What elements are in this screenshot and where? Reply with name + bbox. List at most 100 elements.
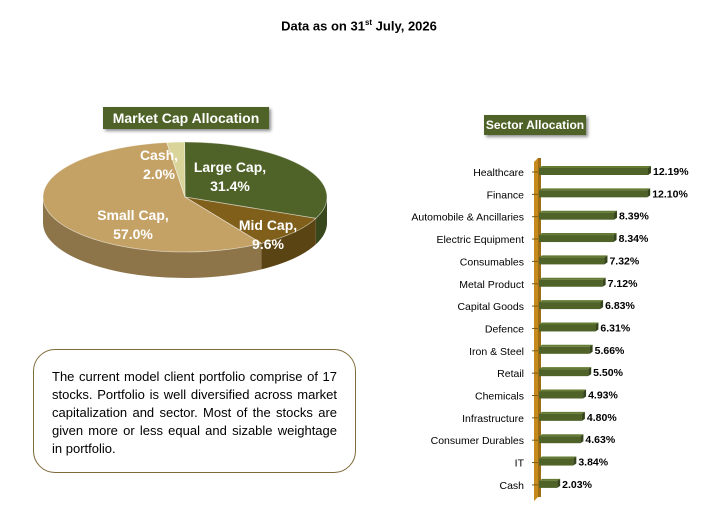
bar-top-8 bbox=[539, 344, 593, 347]
bar-end-9 bbox=[588, 367, 592, 377]
bar-14 bbox=[539, 480, 558, 488]
date-suffix-sup: st bbox=[364, 18, 373, 27]
pie-label-value-1: 9.6% bbox=[252, 236, 284, 252]
bar-end-13 bbox=[573, 456, 577, 466]
pie-label-name-2: Small Cap, bbox=[97, 207, 169, 223]
pie-label-value-3: 2.0% bbox=[143, 166, 175, 182]
bar-top-12 bbox=[539, 434, 584, 437]
bar-end-1 bbox=[647, 188, 651, 198]
bar-7 bbox=[539, 324, 596, 332]
bar-2 bbox=[539, 212, 615, 220]
bar-value-label-13: 3.84% bbox=[578, 457, 608, 469]
bar-category-label-12: Consumer Durables bbox=[431, 435, 524, 447]
pie-slice-3 bbox=[166, 141, 186, 198]
bar-value-label-4: 7.32% bbox=[609, 255, 639, 267]
bar-end-4 bbox=[604, 255, 608, 265]
bar-value-label-6: 6.83% bbox=[605, 300, 635, 312]
pie-label-name-3: Cash, bbox=[140, 147, 178, 163]
bar-end-12 bbox=[580, 434, 584, 444]
bar-top-5 bbox=[539, 277, 606, 280]
bar-end-3 bbox=[613, 233, 617, 243]
bar-value-label-10: 4.93% bbox=[588, 390, 618, 402]
bar-category-label-11: Infrastructure bbox=[462, 413, 524, 425]
bar-top-14 bbox=[539, 478, 561, 481]
bar-10 bbox=[539, 391, 584, 399]
bar-category-label-3: Electric Equipment bbox=[436, 234, 524, 246]
bar-category-label-9: Retail bbox=[497, 368, 524, 380]
bar-top-11 bbox=[539, 411, 585, 414]
bar-end-8 bbox=[589, 344, 593, 354]
bar-end-2 bbox=[614, 210, 618, 220]
bar-value-label-0: 12.19% bbox=[653, 166, 689, 178]
bar-category-label-14: Cash bbox=[499, 480, 524, 492]
market-cap-title: Market Cap Allocation bbox=[103, 107, 269, 129]
pie-side-0 bbox=[315, 197, 327, 245]
bar-value-label-5: 7.12% bbox=[608, 278, 638, 290]
bar-value-label-11: 4.80% bbox=[587, 412, 617, 424]
bar-top-4 bbox=[539, 255, 608, 258]
bar-category-label-0: Healthcare bbox=[473, 167, 524, 179]
bar-top-3 bbox=[539, 233, 617, 236]
bar-end-6 bbox=[600, 300, 604, 310]
bar-5 bbox=[539, 279, 603, 287]
pie-slice-2 bbox=[42, 142, 263, 253]
bar-end-7 bbox=[595, 322, 599, 332]
bar-category-label-8: Iron & Steel bbox=[469, 346, 524, 358]
bar-category-label-2: Automobile & Ancillaries bbox=[411, 212, 524, 224]
bar-axis-wall bbox=[534, 158, 538, 501]
pie-slices bbox=[42, 141, 328, 279]
pie-label-value-0: 31.4% bbox=[210, 178, 250, 194]
bar-4 bbox=[539, 257, 605, 265]
bar-end-5 bbox=[602, 277, 606, 287]
bar-category-label-6: Capital Goods bbox=[457, 301, 524, 313]
bar-11 bbox=[539, 413, 582, 421]
bar-top-0 bbox=[539, 166, 651, 168]
bar-value-label-8: 5.66% bbox=[595, 345, 625, 357]
bar-category-label-7: Defence bbox=[485, 323, 524, 335]
pie-label-name-1: Mid Cap, bbox=[239, 217, 297, 233]
pie-label-value-2: 57.0% bbox=[113, 226, 153, 242]
pie-label-name-0: Large Cap, bbox=[194, 159, 266, 175]
pie-side-2 bbox=[43, 197, 262, 279]
portfolio-note-box: The current model client portfolio compr… bbox=[33, 349, 356, 473]
bar-0 bbox=[539, 168, 648, 175]
bar-6 bbox=[539, 302, 601, 310]
bar-category-label-4: Consumables bbox=[460, 256, 524, 268]
bar-12 bbox=[539, 436, 581, 444]
bar-top-13 bbox=[539, 456, 577, 459]
data-date-heading: Data as on 31st July, 2026 bbox=[0, 18, 718, 33]
bar-category-label-1: Finance bbox=[487, 189, 525, 201]
bar-1 bbox=[539, 190, 648, 198]
bar-value-label-12: 4.63% bbox=[585, 434, 615, 446]
date-month-year: July, 2026 bbox=[372, 18, 437, 34]
bar-top-6 bbox=[539, 300, 604, 303]
bar-value-label-1: 12.10% bbox=[652, 188, 688, 200]
pie-slice-0 bbox=[184, 141, 328, 219]
bar-top-2 bbox=[539, 210, 618, 213]
bar-end-11 bbox=[581, 411, 585, 421]
bar-top-7 bbox=[539, 322, 599, 325]
date-prefix: Data as on 31 bbox=[281, 18, 365, 34]
sector-bars: Healthcare 12.19% Finance 12.10% Automobile … bbox=[411, 158, 689, 501]
bar-value-label-14: 2.03% bbox=[562, 479, 592, 491]
pie-labels: Large Cap, 31.4% Mid Cap, 9.6% Small Cap, 57.… bbox=[97, 147, 297, 252]
sector-allocation-title: Sector Allocation bbox=[484, 115, 586, 135]
bar-top-1 bbox=[539, 188, 651, 191]
bar-3 bbox=[539, 235, 614, 243]
bar-13 bbox=[539, 458, 574, 466]
bar-category-label-5: Metal Product bbox=[459, 279, 524, 291]
bar-value-label-7: 6.31% bbox=[600, 322, 630, 334]
bar-value-label-2: 8.39% bbox=[619, 211, 649, 223]
bar-top-10 bbox=[539, 389, 587, 392]
bar-value-label-9: 5.50% bbox=[593, 367, 623, 379]
bar-top-9 bbox=[539, 367, 592, 370]
bar-9 bbox=[539, 369, 589, 377]
bar-8 bbox=[539, 346, 590, 354]
bar-end-10 bbox=[583, 389, 587, 399]
bar-category-label-13: IT bbox=[515, 458, 525, 470]
bar-category-label-10: Chemicals bbox=[475, 391, 524, 403]
bar-value-label-3: 8.34% bbox=[619, 233, 649, 245]
bar-end-14 bbox=[557, 478, 561, 488]
